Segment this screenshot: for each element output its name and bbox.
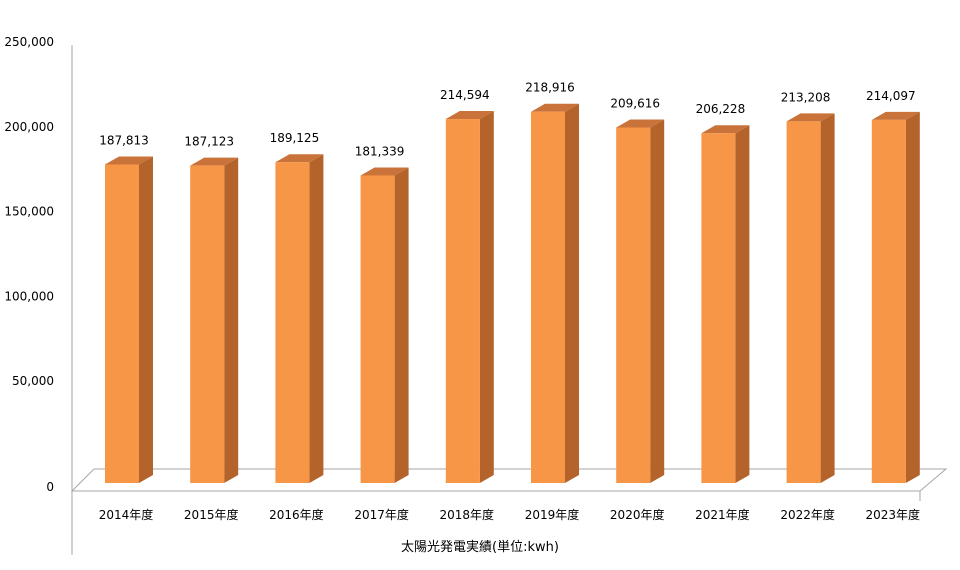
data-label: 218,916 — [525, 81, 575, 95]
bar-side — [565, 103, 579, 483]
bar-side — [394, 167, 409, 484]
x-tick-label: 2023年度 — [866, 507, 921, 522]
bar-top — [360, 167, 409, 176]
y-tick-label: 250,000 — [4, 35, 54, 49]
data-label: 214,097 — [866, 89, 916, 103]
y-tick-label: 200,000 — [4, 120, 54, 134]
bar-top — [445, 111, 494, 120]
bar-side — [735, 125, 750, 484]
y-tick-label: 50,000 — [12, 374, 54, 388]
x-tick-label: 2015年度 — [184, 507, 239, 522]
bar — [701, 133, 736, 483]
data-label: 206,228 — [696, 102, 746, 116]
y-tick-label: 100,000 — [4, 289, 54, 303]
data-label: 181,339 — [355, 144, 405, 158]
x-tick-label: 2022年度 — [780, 507, 835, 522]
x-tick-label: 2021年度 — [695, 507, 750, 522]
bar-top — [275, 154, 324, 163]
y-tick-label: 150,000 — [4, 205, 54, 219]
bar-top — [701, 125, 750, 134]
x-tick-label: 2016年度 — [269, 507, 324, 522]
bar-top — [105, 156, 153, 165]
bar-side — [650, 119, 665, 483]
bar-top — [871, 111, 920, 120]
bar-side — [139, 156, 153, 483]
bar — [445, 119, 480, 483]
bar-top — [190, 157, 239, 166]
x-axis-title: 太陽光発電実績(単位:kwh) — [401, 540, 559, 555]
data-label: 189,125 — [270, 131, 320, 145]
bar — [360, 175, 395, 484]
bar-side — [905, 111, 920, 484]
bar-side — [224, 157, 239, 483]
bar — [275, 162, 310, 483]
bar — [531, 111, 565, 483]
bar-side — [820, 113, 835, 483]
x-tick-label: 2014年度 — [99, 507, 154, 522]
y-tick-label: 0 — [46, 480, 54, 494]
bar — [105, 164, 139, 483]
bar — [871, 119, 906, 484]
data-label: 187,813 — [99, 133, 149, 147]
bar-side — [309, 154, 324, 483]
bar-top — [786, 113, 835, 122]
x-tick-label: 2018年度 — [440, 507, 495, 522]
bar-top — [616, 119, 665, 128]
data-label: 187,123 — [184, 135, 234, 149]
data-label: 213,208 — [781, 90, 831, 104]
bar — [190, 165, 225, 483]
data-label: 214,594 — [440, 88, 490, 102]
x-tick-label: 2017年度 — [354, 507, 409, 522]
bar-top — [531, 103, 579, 112]
bar-side — [479, 111, 494, 483]
x-tick-label: 2020年度 — [610, 507, 665, 522]
bar — [616, 127, 651, 483]
x-tick-label: 2019年度 — [525, 507, 580, 522]
data-label: 209,616 — [610, 96, 660, 110]
bar — [786, 121, 821, 483]
